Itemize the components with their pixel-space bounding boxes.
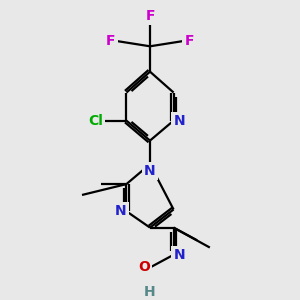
Text: N: N (115, 204, 126, 218)
Text: H: H (144, 285, 156, 299)
Text: F: F (184, 34, 194, 48)
Text: F: F (145, 9, 155, 23)
Text: N: N (174, 114, 185, 128)
Text: N: N (144, 164, 156, 178)
Text: N: N (174, 248, 185, 262)
Text: H: H (144, 282, 156, 296)
Text: O: O (138, 260, 150, 274)
Text: F: F (106, 34, 116, 48)
Text: Cl: Cl (88, 114, 103, 128)
